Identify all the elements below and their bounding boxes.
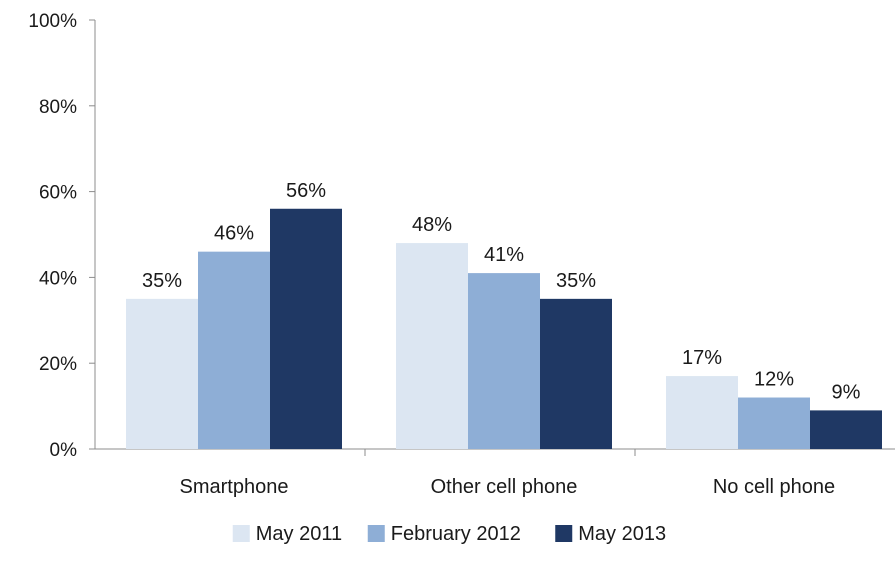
bar bbox=[198, 251, 270, 449]
bar bbox=[126, 298, 198, 449]
data-label: 46% bbox=[214, 223, 254, 245]
legend: May 2011 February 2012 May 2013 bbox=[232, 523, 666, 545]
legend-swatch bbox=[232, 525, 250, 542]
bar bbox=[666, 376, 738, 449]
data-label: 41% bbox=[484, 244, 524, 266]
x-axis: Smartphone Other cell phone No cell phone bbox=[95, 448, 895, 498]
y-tick-label: 100% bbox=[28, 11, 77, 32]
data-label: 12% bbox=[754, 369, 794, 391]
legend-swatch bbox=[367, 525, 385, 542]
data-label: 9% bbox=[832, 381, 861, 403]
bar bbox=[396, 243, 468, 449]
legend-label: May 2013 bbox=[578, 523, 666, 545]
y-tick-label: 60% bbox=[39, 183, 77, 204]
data-label: 48% bbox=[412, 214, 452, 236]
data-label: 56% bbox=[286, 180, 326, 202]
legend-swatch bbox=[555, 525, 573, 542]
bar bbox=[270, 208, 342, 449]
legend-label: February 2012 bbox=[391, 523, 521, 545]
x-tick-label: No cell phone bbox=[713, 476, 835, 498]
y-tick-label: 20% bbox=[39, 354, 77, 375]
data-label: 35% bbox=[142, 270, 182, 292]
bar bbox=[468, 273, 540, 449]
data-labels-group: 35% 46% 56% 48% 41% 35% 17% 12% 9% bbox=[142, 180, 861, 404]
bar bbox=[738, 397, 810, 449]
y-tick-label: 80% bbox=[39, 97, 77, 118]
x-tick-label: Other cell phone bbox=[431, 476, 578, 498]
legend-label: May 2011 bbox=[256, 523, 342, 545]
bar bbox=[540, 298, 612, 449]
y-tick-label: 40% bbox=[39, 268, 77, 289]
x-tick-label: Smartphone bbox=[180, 476, 289, 498]
data-label: 17% bbox=[682, 347, 722, 369]
bars-group bbox=[126, 208, 882, 449]
data-label: 35% bbox=[556, 270, 596, 292]
bar bbox=[810, 410, 882, 449]
y-axis: 0% 20% 40% 60% 80% 100% bbox=[28, 11, 96, 461]
y-tick-label: 0% bbox=[50, 440, 78, 461]
